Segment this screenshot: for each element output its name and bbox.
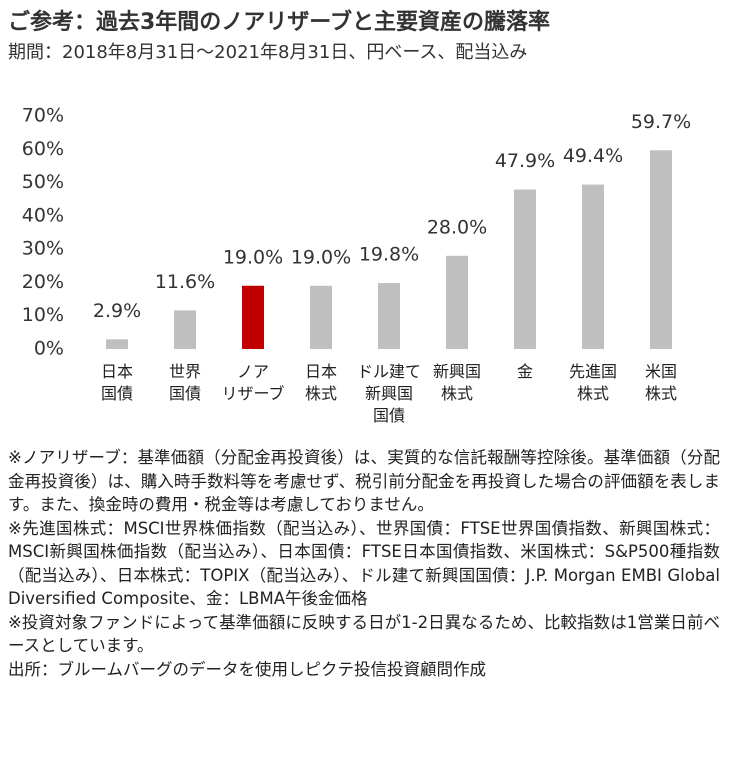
- value-label: 28.0%: [427, 216, 487, 238]
- x-tick-label: 先進国 株式: [568, 362, 617, 403]
- chart-title: ご参考：過去3年間のノアリザーブと主要資産の騰落率: [8, 10, 550, 35]
- bar: [242, 285, 264, 349]
- y-tick-label: 10%: [22, 304, 64, 326]
- value-label: 59.7%: [631, 111, 691, 133]
- value-label: 47.9%: [495, 150, 555, 172]
- y-tick-label: 50%: [22, 171, 64, 193]
- note: ※先進国株式：MSCI世界株価指数（配当込み）、世界国債：FTSE世界国債指数、…: [8, 518, 720, 609]
- y-tick-label: 40%: [22, 204, 64, 226]
- y-tick-label: 20%: [22, 271, 64, 293]
- value-label: 19.0%: [223, 246, 283, 268]
- bar: [650, 150, 672, 349]
- value-label: 49.4%: [563, 145, 623, 167]
- chart: 0% 10% 20% 30% 40% 50% 60% 70% 2.9% 11.6% 19.0% 19.…: [22, 105, 691, 360]
- bar: [174, 310, 196, 349]
- x-tick-label: ドル建て 新興国 国債: [356, 362, 421, 425]
- x-tick-label: ノア リザーブ: [221, 362, 285, 403]
- x-tick-label: 米国 株式: [644, 362, 677, 403]
- y-tick-label: 60%: [22, 138, 64, 160]
- bar: [310, 285, 332, 349]
- x-tick-label: 世界 国債: [168, 362, 201, 403]
- chart-subtitle: 期間：2018年8月31日～2021年8月31日、円ベース、配当込み: [8, 42, 528, 63]
- x-tick-label: 日本 株式: [304, 362, 337, 403]
- bar: [378, 283, 400, 349]
- x-tick-label: 金: [516, 362, 533, 381]
- bar: [582, 184, 604, 349]
- x-tick-label: 新興国 株式: [432, 362, 481, 403]
- note: ※投資対象ファンドによって基準価額に反映する日が1-2日異なるため、比較指数は1…: [8, 612, 720, 656]
- value-label: 2.9%: [93, 300, 141, 322]
- note: ※ノアリザーブ：基準価額（分配金再投資後）は、実質的な信託報酬等控除後。基準価額…: [8, 448, 720, 514]
- x-tick-label: 日本 国債: [100, 362, 133, 403]
- bar: [446, 255, 468, 349]
- y-tick-label: 30%: [22, 238, 64, 260]
- bar: [106, 339, 128, 349]
- value-label: 19.0%: [291, 246, 351, 268]
- notes: ※ノアリザーブ：基準価額（分配金再投資後）は、実質的な信託報酬等控除後。基準価額…: [8, 446, 720, 681]
- value-label: 19.8%: [359, 244, 419, 266]
- value-label: 11.6%: [155, 271, 215, 293]
- bar: [514, 189, 536, 349]
- y-tick-label: 0%: [34, 338, 64, 360]
- note: 出所：ブルームバーグのデータを使用しピクテ投信投資顧問作成: [8, 659, 487, 679]
- y-tick-label: 70%: [22, 105, 64, 127]
